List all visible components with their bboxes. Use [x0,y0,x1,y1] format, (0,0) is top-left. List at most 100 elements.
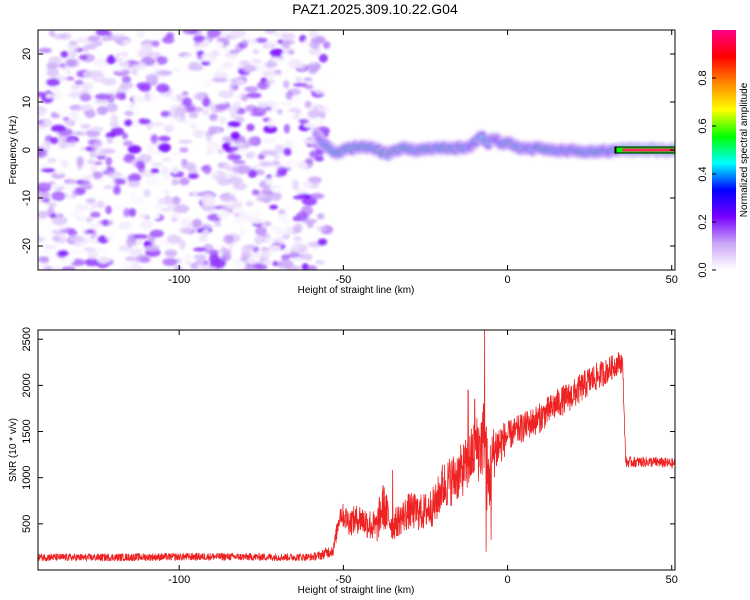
noise-blob [193,35,205,43]
noise-blob [150,168,160,174]
noise-blob [90,211,101,218]
colorbar-ticks: 0.0 0.2 0.4 0.6 0.8 [697,70,716,278]
noise-blob [255,37,268,43]
noise-blob [65,68,72,76]
noise-blob [202,228,210,237]
noise-blob [46,67,60,78]
figure-title: PAZ1.2025.309.10.22.G04 [292,1,458,17]
noise-blob [155,183,171,188]
noise-blob [292,180,300,190]
noise-blob [229,82,239,92]
noise-blob [193,129,205,139]
noise-blob [230,113,238,119]
noise-blob [59,141,69,149]
noise-blob [159,44,168,53]
noise-blob [52,167,67,175]
noise-blob [118,61,130,67]
noise-blob [307,109,321,119]
spectrogram-noise-layer [38,30,334,270]
noise-blob [210,50,219,58]
noise-blob [292,242,301,250]
noise-blob [84,258,100,267]
noise-blob [96,106,108,115]
x-tick-label: -50 [335,274,351,286]
y-tick-label: 1000 [21,465,33,489]
noise-blob [306,265,318,270]
noise-blob [135,237,143,246]
noise-blob [217,178,231,186]
noise-blob [289,144,297,149]
noise-blob [314,37,324,45]
noise-blob [272,261,279,267]
noise-blob [226,106,236,114]
noise-blob [233,225,249,232]
noise-blob [188,173,199,180]
noise-blob [300,205,314,216]
track-line-core [622,148,675,152]
noise-blob [261,145,271,150]
noise-blob [247,136,257,145]
noise-blob [178,217,192,226]
noise-blob [151,40,160,47]
noise-blob [219,116,227,125]
noise-blob [201,196,216,207]
noise-blob [214,128,222,133]
noise-blob [305,158,314,165]
colorbar-gradient [712,30,736,270]
noise-blob [198,235,208,242]
noise-blob [157,70,173,76]
noise-blob [323,41,331,49]
noise-blob [264,30,277,34]
noise-blob [278,152,285,162]
noise-blob [162,258,178,266]
noise-blob [208,102,216,112]
noise-blob [304,100,312,109]
noise-blob [139,220,154,230]
noise-blob [246,258,259,265]
noise-blob [296,160,308,170]
noise-blob [156,83,170,93]
noise-blob [151,149,162,155]
noise-blob [138,118,151,125]
noise-blob [303,122,317,128]
noise-blob [93,99,110,105]
noise-blob [157,143,171,153]
noise-blob [146,144,155,154]
noise-blob [80,123,91,130]
noise-blob [166,234,182,244]
noise-blob [188,111,199,119]
noise-blob [293,82,308,87]
noise-blob [223,234,235,244]
noise-blob [270,186,285,193]
noise-blob [271,191,282,202]
noise-blob [293,223,303,234]
noise-blob [150,122,166,127]
noise-blob [263,221,272,227]
noise-blob [175,118,188,123]
noise-blob [66,187,73,198]
noise-blob [306,63,318,70]
noise-blob [51,92,62,100]
noise-blob [139,213,148,219]
noise-blob [38,106,47,116]
noise-blob [219,246,228,255]
noise-blob [52,236,61,241]
noise-blob [46,157,57,163]
noise-blob [251,189,260,196]
noise-blob [117,53,127,60]
noise-blob [68,91,84,98]
noise-blob [202,97,212,108]
noise-blob [139,84,151,92]
noise-blob [253,49,259,54]
noise-blob [43,118,53,127]
x-tick-label: -100 [168,274,190,286]
noise-blob [105,156,113,166]
noise-blob [40,168,56,173]
noise-blob [185,105,196,113]
noise-blob [119,82,134,90]
noise-blob [119,266,136,270]
noise-blob [185,117,196,127]
noise-blob [106,136,114,145]
noise-blob [39,250,53,255]
noise-blob [68,50,77,58]
